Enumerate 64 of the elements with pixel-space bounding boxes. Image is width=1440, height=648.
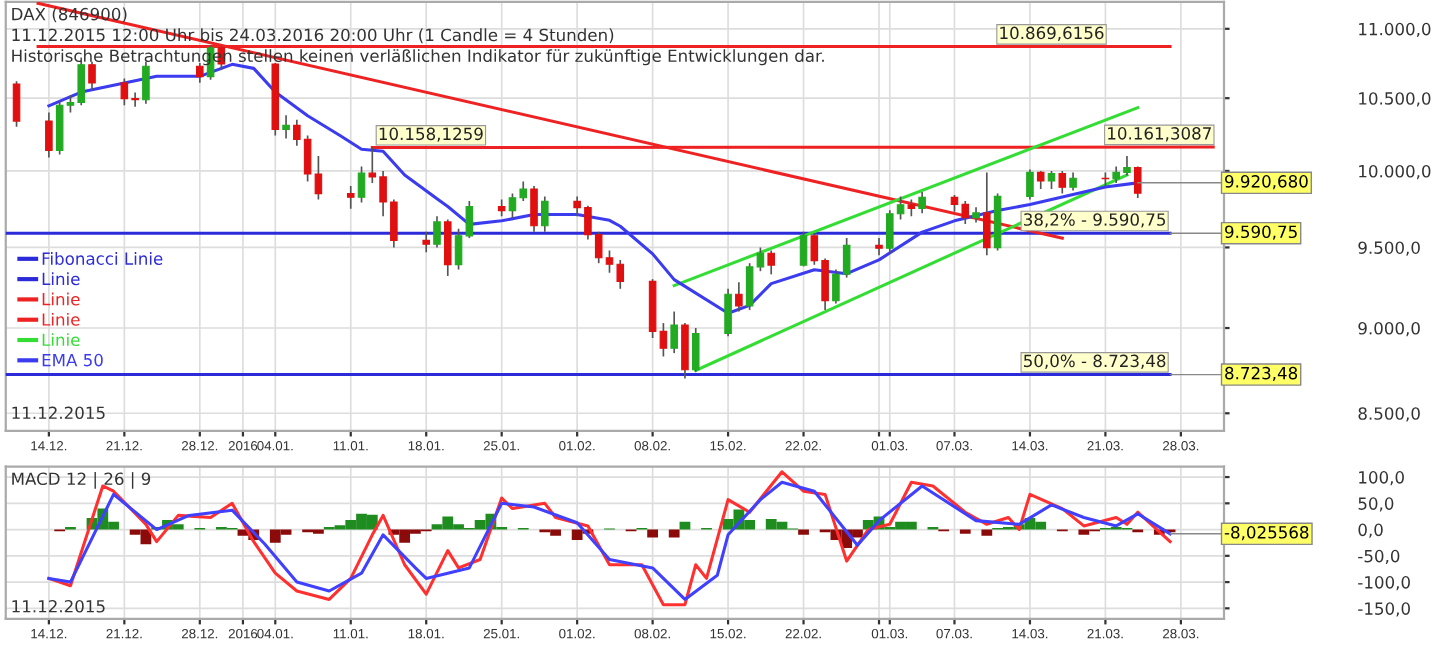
candlestick — [282, 114, 290, 140]
candlestick — [681, 322, 689, 380]
annotation: 9.590,75 — [1225, 225, 1297, 240]
y-tick-label: 10.000,0 — [1359, 164, 1431, 180]
candlestick — [1026, 168, 1034, 201]
legend-label: Linie — [42, 292, 80, 306]
legend-label: Linie — [42, 272, 80, 286]
candlestick — [799, 230, 808, 268]
annotation: 11.12.2015 — [12, 406, 105, 420]
annotation: 10.161,3087 — [1108, 127, 1211, 142]
y-tick-label: 8.500,0 — [1358, 407, 1420, 422]
annotation: MACD 12 | 26 | 9 — [12, 472, 151, 489]
annotation: 9.920,680 — [1225, 175, 1308, 190]
candlestick — [659, 322, 668, 358]
candlestick — [1133, 165, 1142, 199]
candlestick — [88, 60, 96, 91]
annotation: 10.869,6156 — [1000, 26, 1104, 41]
annotation: 10.158,1259 — [379, 127, 483, 142]
y-tick-label: 11.000,0 — [1359, 22, 1431, 38]
y-tick-label: -150,0 — [1358, 602, 1410, 617]
y-tick-label: 50,0 — [1358, 497, 1394, 512]
candlestick — [918, 191, 926, 215]
annotation: 38,2% - 9.590,75 — [1024, 213, 1166, 228]
candlestick — [1047, 170, 1056, 190]
y-tick-label: 9.500,0 — [1358, 241, 1420, 256]
candlestick — [767, 249, 775, 276]
candlestick — [691, 327, 700, 373]
candlestick — [357, 165, 366, 204]
bar — [679, 521, 691, 530]
bar — [647, 529, 658, 538]
candlestick — [12, 80, 21, 128]
y-tick-label: 100,0 — [1359, 471, 1404, 486]
bar — [668, 529, 680, 538]
candlestick — [196, 62, 204, 84]
legend-label: Linie — [42, 333, 80, 347]
candlestick — [530, 185, 538, 233]
candlestick — [670, 310, 678, 354]
y-tick-label: 10.500,0 — [1359, 92, 1431, 107]
y-tick-label: 0,0 — [1358, 523, 1383, 538]
y-tick-label: 9.000,0 — [1358, 322, 1420, 337]
legend-label: EMA 50 — [42, 353, 103, 367]
candlestick — [433, 215, 441, 249]
candlestick — [541, 195, 549, 233]
candlestick — [422, 230, 431, 253]
candlestick — [346, 185, 355, 210]
annotation: -8,025568 — [1224, 526, 1309, 541]
candlestick — [875, 237, 883, 257]
y-tick-label: -100,0 — [1358, 576, 1410, 591]
candlestick — [443, 218, 452, 277]
y-tick-label: -50,0 — [1358, 549, 1400, 565]
candlestick — [45, 111, 53, 159]
legend-label: Fibonacci Linie — [42, 252, 163, 265]
annotation: 8.723,48 — [1225, 366, 1298, 382]
annotation: 50,0% - 8.723,48 — [1024, 354, 1166, 369]
candlestick — [983, 171, 991, 257]
candlestick — [1069, 171, 1077, 192]
candlestick — [1036, 170, 1045, 190]
bar — [981, 529, 993, 536]
candlestick — [724, 287, 732, 338]
candlestick — [735, 281, 743, 313]
annotation: 11.12.2015 — [12, 599, 105, 613]
bar — [798, 529, 809, 535]
legend-label: Linie — [42, 312, 80, 326]
candlestick — [1058, 170, 1067, 195]
